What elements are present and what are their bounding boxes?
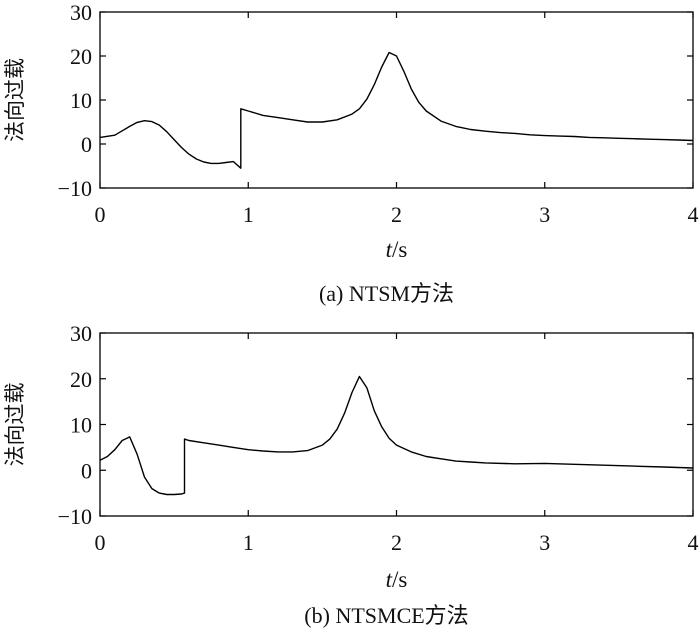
chart-b-series-line-0 [99,375,694,496]
chart-b-y-tick-label: 10 [70,413,92,438]
chart-a-caption: (a) NTSM方法 [319,281,454,306]
chart-a-y-tick-label: 30 [70,0,92,25]
chart-b-plot-frame [99,332,694,517]
chart-b-y-tick-label: −10 [58,504,92,529]
chart-b-y-tick-label: 20 [70,367,92,392]
chart-b-x-axis-label: t/s [386,567,408,592]
chart-a-plot-frame [99,11,694,189]
chart-b-x-tick-label: 3 [539,530,550,555]
chart-b-y-tick-label: 0 [81,458,92,483]
chart-b-x-axis-label-var: t [386,567,393,592]
chart-b-x-axis-label-unit: /s [392,567,407,592]
chart-a-x-axis-label: t/s [386,237,408,262]
chart-a-x-tick-label: 2 [391,202,402,227]
chart-a-x-tick-label: 1 [243,202,254,227]
chart-a-y-tick-label: −10 [58,176,92,201]
chart-a-x-tick-label: 3 [539,202,550,227]
chart-a-y-tick-label: 20 [70,44,92,69]
chart-b-x-tick-label: 4 [688,530,699,555]
chart-a-series-line-0 [99,51,694,169]
chart-a-x-axis-label-unit: /s [392,237,407,262]
chart-a-x-tick-label: 4 [688,202,699,227]
chart-a-y-tick-label: 10 [70,88,92,113]
chart-a-y-axis-label: 法向过载 [3,58,27,142]
chart-a-y-tick-label: 0 [81,132,92,157]
chart-b-y-axis-label: 法向过载 [3,383,27,467]
chart-b-x-tick-label: 0 [95,530,106,555]
chart-a-x-axis-label-var: t [386,237,393,262]
chart-b-x-tick-label: 2 [391,530,402,555]
chart-b-caption: (b) NTSMCE方法 [304,603,468,628]
chart-a-x-tick-label: 0 [95,202,106,227]
chart-b-x-tick-label: 1 [243,530,254,555]
chart-b-y-tick-label: 30 [70,321,92,346]
